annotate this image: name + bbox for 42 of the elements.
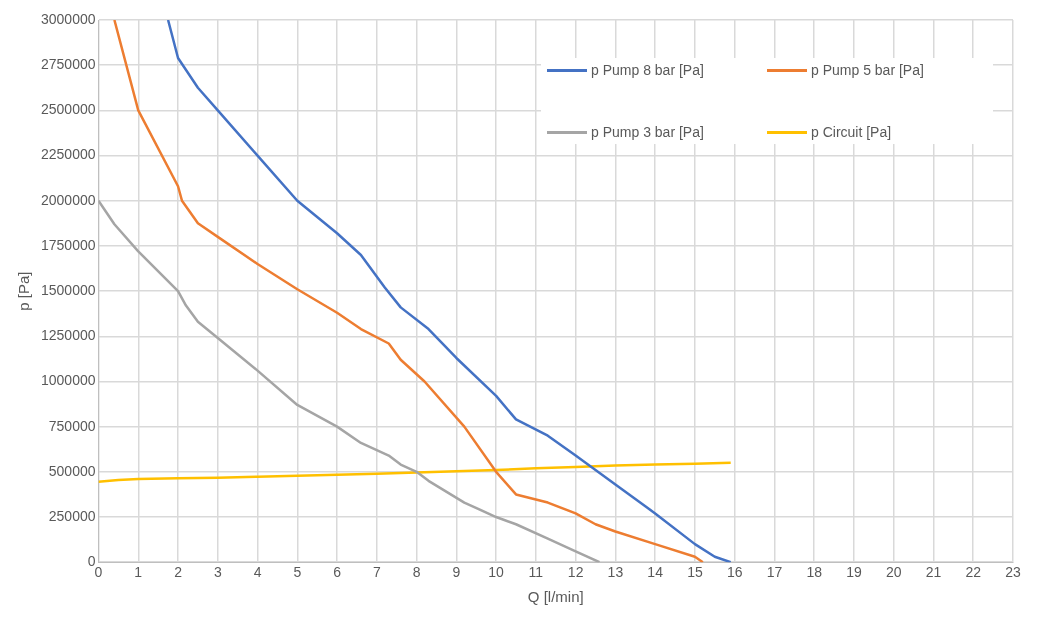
x-tick-label: 10 [488, 564, 505, 581]
y-tick-label: 1250000 [40, 327, 96, 344]
x-tick-label: 4 [253, 564, 262, 581]
x-tick-label: 21 [925, 564, 942, 581]
x-tick-label: 16 [726, 564, 743, 581]
y-tick-label: 0 [87, 553, 96, 570]
legend-label: p Pump 5 bar [Pa] [811, 62, 924, 78]
legend-label: p Pump 3 bar [Pa] [591, 124, 704, 140]
x-tick-label: 14 [647, 564, 664, 581]
y-tick-label: 750000 [48, 417, 96, 434]
x-tick-label: 11 [528, 564, 544, 581]
y-tick-label: 1500000 [40, 281, 96, 298]
y-tick-label: 2500000 [40, 101, 96, 118]
y-tick-label: 2250000 [40, 146, 96, 163]
x-tick-label: 17 [766, 564, 783, 581]
x-tick-label: 12 [567, 564, 584, 581]
x-tick-label: 1 [134, 564, 143, 581]
y-tick-label: 1000000 [40, 372, 96, 389]
x-tick-label: 23 [1005, 564, 1021, 581]
x-tick-label: 8 [412, 564, 421, 581]
legend-label: p Circuit [Pa] [811, 124, 892, 140]
x-tick-label: 15 [687, 564, 703, 581]
y-tick-label: 1750000 [40, 236, 96, 253]
y-tick-label: 500000 [48, 462, 96, 479]
x-tick-label: 2 [174, 564, 183, 581]
x-tick-label: 9 [452, 564, 461, 581]
legend-label: p Pump 8 bar [Pa] [591, 62, 704, 78]
x-tick-label: 19 [846, 564, 862, 581]
x-tick-label: 6 [333, 564, 342, 581]
y-tick-label: 2000000 [40, 191, 96, 208]
y-axis-title: p [Pa] [15, 271, 33, 311]
y-tick-label: 3000000 [40, 10, 96, 27]
x-tick-label: 13 [607, 564, 624, 581]
x-tick-label: 5 [293, 564, 302, 581]
x-tick-label: 18 [806, 564, 823, 581]
x-axis-title: Q [l/min] [527, 588, 584, 606]
x-tick-label: 7 [372, 564, 381, 581]
x-tick-label: 22 [965, 564, 982, 581]
x-tick-label: 20 [885, 564, 902, 581]
y-tick-label: 2750000 [40, 56, 96, 73]
x-tick-label: 3 [213, 564, 222, 581]
y-tick-label: 250000 [48, 507, 96, 524]
